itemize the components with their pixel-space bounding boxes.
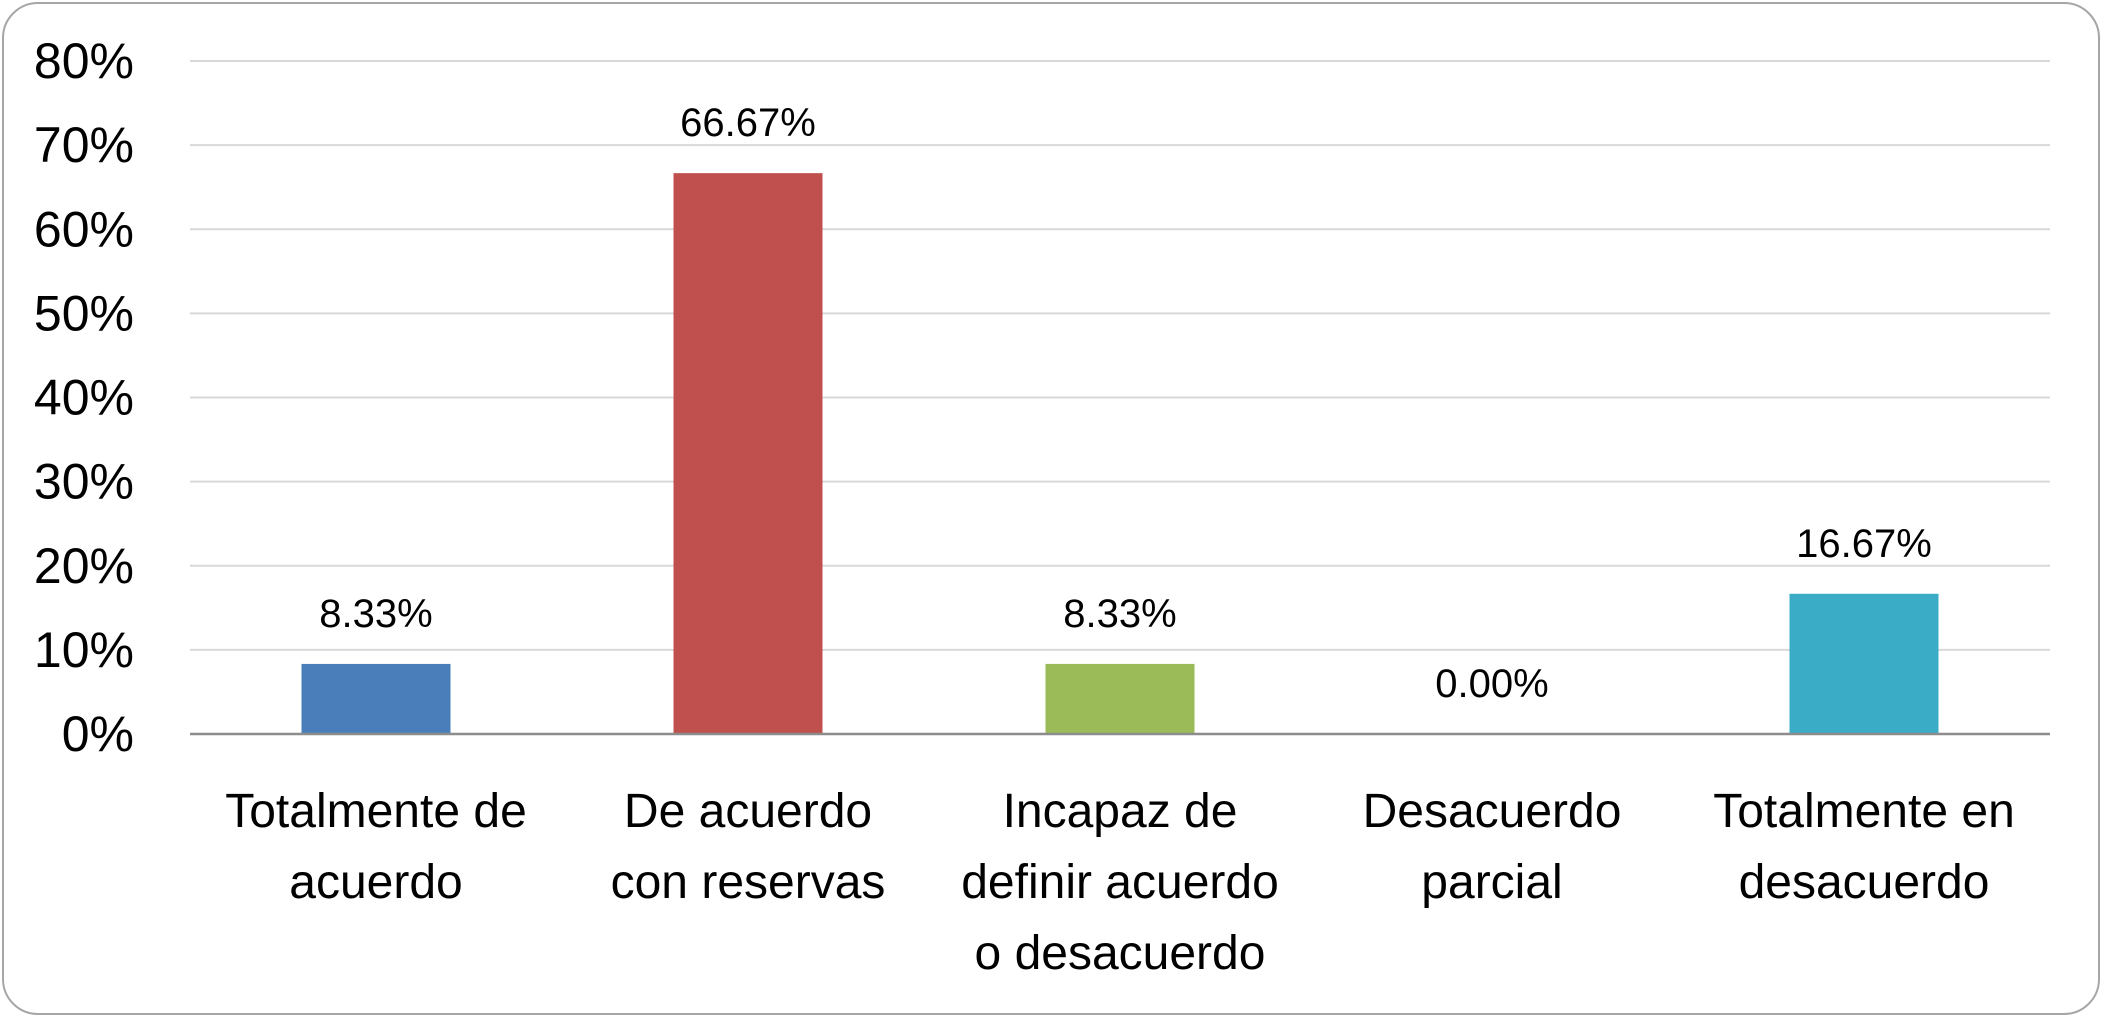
y-tick-label: 20% bbox=[34, 538, 134, 594]
x-tick-label: Totalmente de bbox=[225, 785, 527, 838]
bar bbox=[1045, 663, 1195, 734]
bar bbox=[673, 173, 823, 735]
y-tick-label: 0% bbox=[62, 706, 134, 762]
bar bbox=[1789, 593, 1939, 734]
x-tick-label: Desacuerdo bbox=[1363, 785, 1622, 838]
data-label: 8.33% bbox=[319, 592, 432, 636]
data-label: 16.67% bbox=[1796, 522, 1932, 566]
data-labels: 8.33% 66.67% 8.33% 0.00% 16.67% bbox=[319, 101, 1932, 706]
x-tick-label: definir acuerdo bbox=[961, 856, 1279, 909]
x-tick-label: con reservas bbox=[611, 856, 886, 909]
y-axis-tick-labels: 0% 10% 20% 30% 40% 50% 60% 70% 80% bbox=[34, 33, 134, 762]
gridlines bbox=[190, 60, 2050, 651]
bars bbox=[301, 173, 1939, 735]
y-tick-label: 80% bbox=[34, 33, 134, 89]
data-label: 8.33% bbox=[1063, 592, 1176, 636]
bar bbox=[301, 663, 451, 734]
x-tick-label: acuerdo bbox=[289, 856, 462, 909]
x-axis-tick-labels: Totalmente de acuerdo De acuerdo con reserv… bbox=[225, 785, 2015, 980]
data-label: 0.00% bbox=[1435, 662, 1548, 706]
x-tick-label: o desacuerdo bbox=[975, 927, 1266, 980]
y-tick-label: 40% bbox=[34, 370, 134, 426]
x-tick-label: desacuerdo bbox=[1739, 856, 1990, 909]
x-tick-label: De acuerdo bbox=[624, 785, 872, 838]
y-tick-label: 30% bbox=[34, 454, 134, 510]
y-tick-label: 70% bbox=[34, 117, 134, 173]
data-label: 66.67% bbox=[680, 101, 816, 145]
y-tick-label: 10% bbox=[34, 622, 134, 678]
x-tick-label: Incapaz de bbox=[1003, 785, 1238, 838]
y-tick-label: 50% bbox=[34, 285, 134, 341]
x-tick-label: Totalmente en bbox=[1713, 785, 2015, 838]
y-tick-label: 60% bbox=[34, 201, 134, 257]
x-tick-label: parcial bbox=[1421, 856, 1562, 909]
